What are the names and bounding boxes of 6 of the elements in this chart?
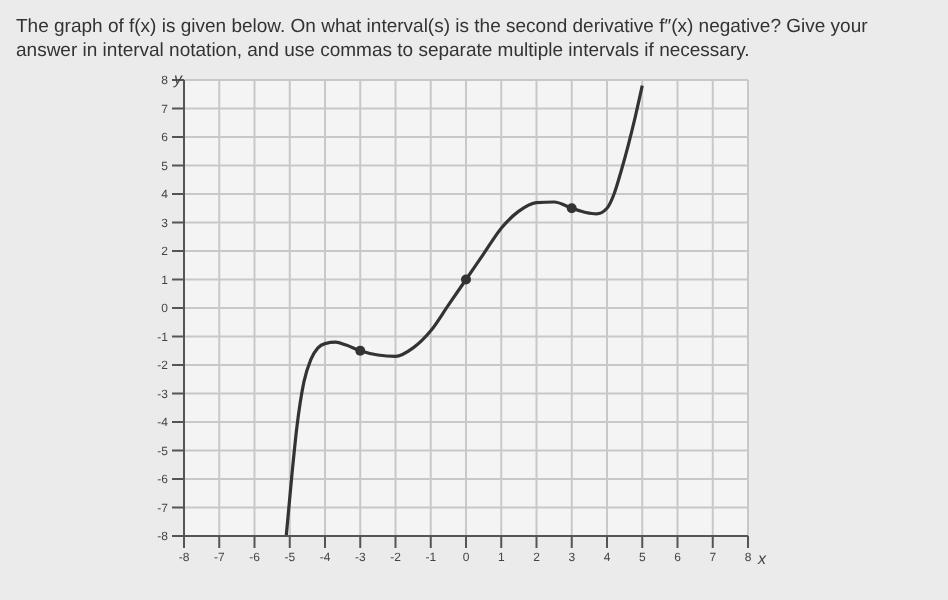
point	[566, 203, 577, 214]
point	[461, 274, 471, 285]
line-series	[284, 84, 644, 536]
chart-title: The graph of f(x) is given below. On what interval(s) is the second derivative f″(x) negative? Give your answer in interval notation, and use commas to separate multiple intervals if necessary.	[14, 14, 870, 64]
point	[355, 345, 366, 356]
x-axis-title: x	[756, 549, 768, 568]
